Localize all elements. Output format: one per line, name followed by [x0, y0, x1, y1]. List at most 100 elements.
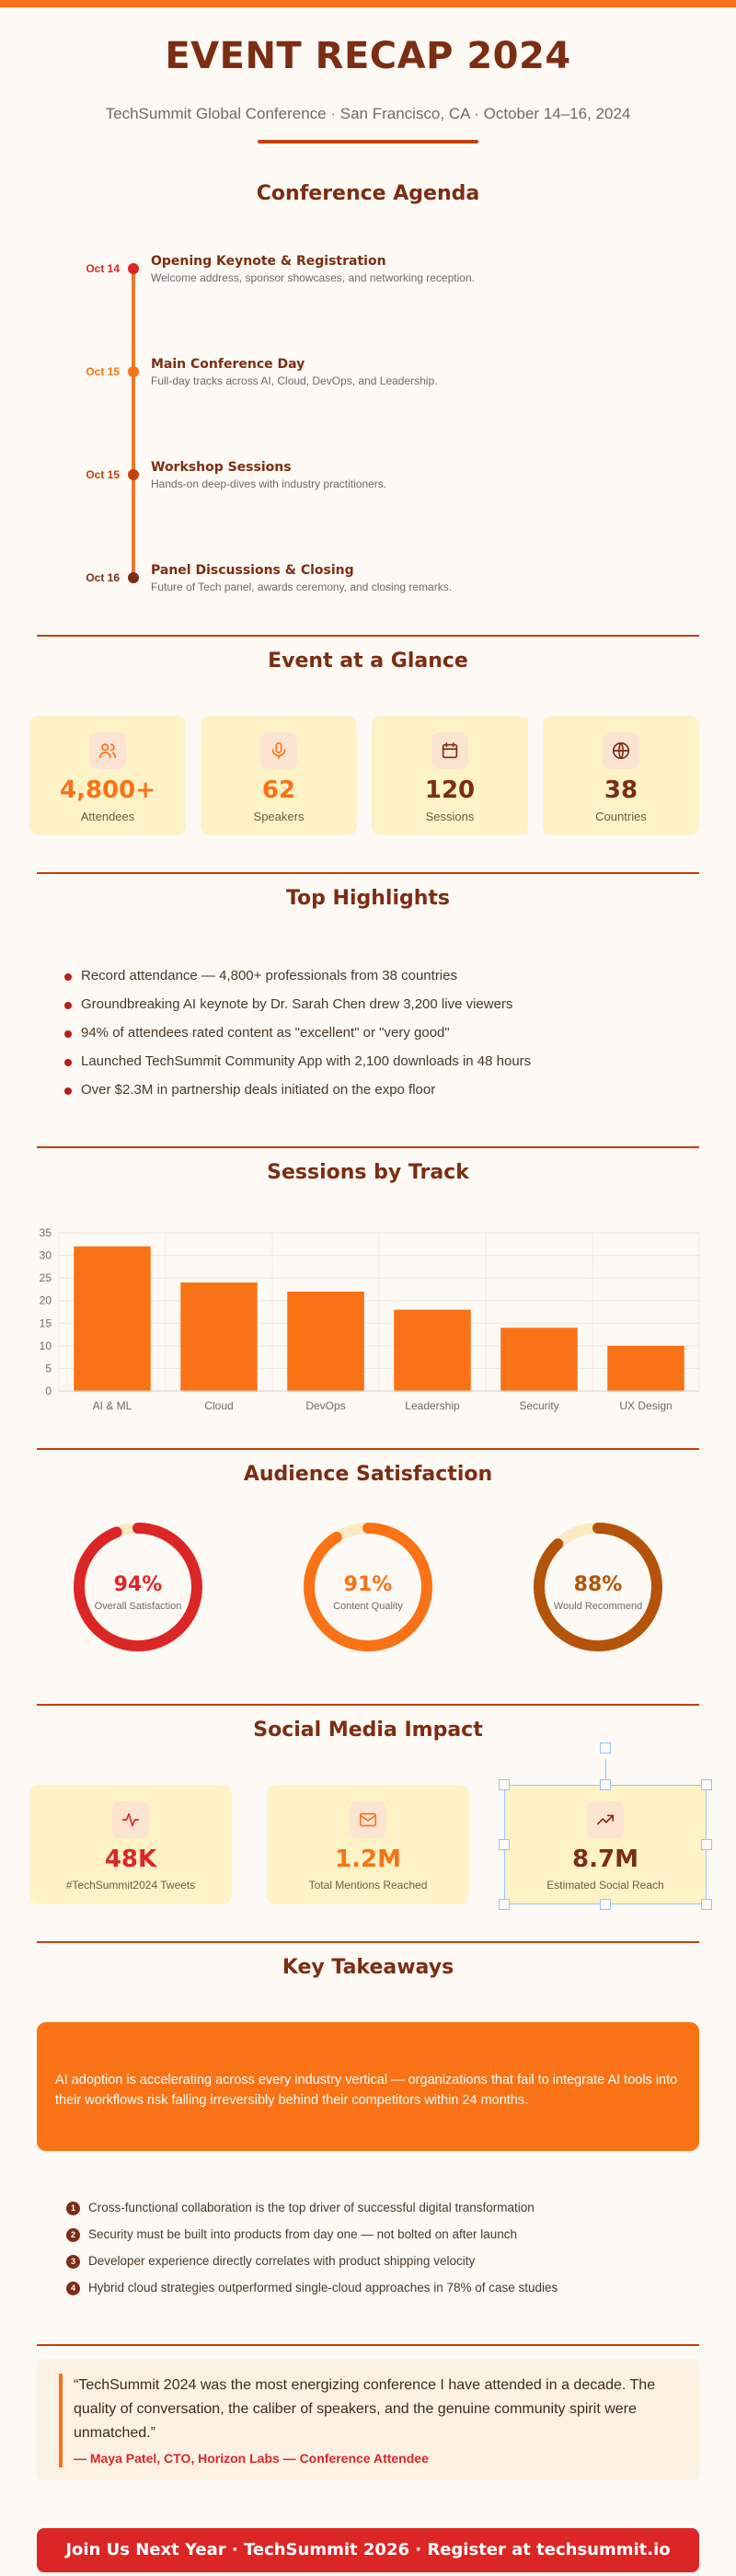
donut-label: Overall Satisfaction: [94, 1601, 182, 1612]
resize-handle-e[interactable]: [701, 1839, 712, 1850]
agenda-date: Oct 15: [86, 468, 120, 481]
takeaways-title: Key Takeaways: [282, 1956, 454, 1979]
social-card: 8.7M Estimated Social Reach: [504, 1785, 707, 1904]
agenda-date: Oct 16: [86, 571, 120, 584]
takeaway-item: Cross-functional collaboration is the to…: [88, 2201, 535, 2214]
testimonial-text: “TechSummit 2024 was the most energizing…: [74, 2377, 656, 2441]
takeaway-number: 3: [66, 2255, 80, 2269]
agenda-title: Conference Agenda: [256, 182, 480, 205]
title-divider: [258, 140, 478, 144]
resize-handle-n[interactable]: [600, 1779, 611, 1790]
stat-label: Sessions: [425, 810, 475, 823]
glance-title: Event at a Glance: [268, 650, 468, 673]
rotate-handle[interactable]: [600, 1742, 611, 1754]
y-tick-label: 20: [40, 1294, 52, 1307]
agenda-item-title: Main Conference Day: [151, 357, 305, 372]
bullet-dot: [64, 1087, 72, 1095]
takeaway-item: Security must be built into products fro…: [88, 2227, 518, 2241]
agenda-item-title: Panel Discussions & Closing: [151, 563, 354, 578]
satisfaction-title: Audience Satisfaction: [243, 1463, 493, 1486]
rotate-handle-line: [605, 1759, 606, 1785]
y-tick-label: 25: [40, 1271, 52, 1284]
selection-box[interactable]: [504, 1785, 707, 1904]
stat-label: Attendees: [80, 810, 135, 823]
stat-label: Speakers: [253, 810, 305, 823]
x-tick-label: AI & ML: [93, 1399, 132, 1412]
bar: [500, 1328, 578, 1391]
takeaway-number: 4: [66, 2282, 80, 2295]
social-label: Estimated Social Reach: [546, 1879, 664, 1892]
section-divider: [37, 872, 699, 874]
agenda-date: Oct 15: [86, 365, 120, 378]
social-label: Total Mentions Reached: [308, 1879, 428, 1892]
donut-percent: 91%: [343, 1573, 393, 1596]
y-tick-label: 35: [40, 1226, 52, 1239]
donut-arc: [534, 1523, 662, 1651]
stat-card: 120 Sessions: [372, 716, 528, 835]
stat-value: 62: [261, 776, 296, 804]
agenda-dot: [128, 469, 139, 480]
bar: [394, 1309, 471, 1391]
page-title: EVENT RECAP 2024: [165, 35, 571, 77]
testimonial-attribution: — Maya Patel, CTO, Horizon Labs — Confer…: [74, 2451, 429, 2466]
section-divider: [37, 2344, 699, 2346]
section-divider: [37, 1448, 699, 1450]
highlight-item: Over $2.3M in partnership deals initiate…: [81, 1082, 436, 1098]
stat-value: 38: [604, 776, 638, 804]
highlight-item: Groundbreaking AI keynote by Dr. Sarah C…: [81, 996, 513, 1012]
donut-ring: [534, 1523, 662, 1651]
section-divider: [37, 1146, 699, 1148]
social-card: 1.2M Total Mentions Reached: [267, 1785, 469, 1904]
agenda-item-title: Workshop Sessions: [151, 460, 292, 475]
globe-icon: [603, 732, 639, 769]
agenda-dot: [128, 263, 139, 274]
testimonial-box: [37, 2359, 699, 2480]
donut-label: Content Quality: [333, 1601, 403, 1612]
users-icon: [89, 732, 126, 769]
stat-card: 62 Speakers: [201, 716, 357, 835]
x-tick-label: DevOps: [305, 1399, 345, 1412]
y-tick-label: 5: [45, 1362, 52, 1374]
y-tick-label: 0: [45, 1385, 52, 1397]
highlight-item: 94% of attendees rated content as "excel…: [81, 1025, 450, 1041]
agenda-item-desc: Hands-on deep-dives with industry practi…: [151, 477, 387, 490]
agenda-dot: [128, 366, 139, 377]
resize-handle-s[interactable]: [600, 1899, 611, 1910]
resize-handle-se[interactable]: [701, 1899, 712, 1910]
page-subtitle: TechSummit Global Conference · San Franc…: [105, 105, 631, 122]
social-value: 48K: [104, 1846, 157, 1873]
bar: [74, 1246, 151, 1391]
agenda-item-title: Opening Keynote & Registration: [151, 254, 386, 269]
takeaway-item: Developer experience directly correlates…: [88, 2254, 476, 2268]
stat-value: 120: [424, 776, 476, 804]
donut-percent: 88%: [573, 1573, 623, 1596]
agenda-item-desc: Full-day tracks across AI, Cloud, DevOps…: [151, 374, 438, 387]
x-tick-label: UX Design: [619, 1399, 672, 1412]
sessions-title: Sessions by Track: [267, 1161, 469, 1184]
resize-handle-w[interactable]: [499, 1839, 510, 1850]
highlights-title: Top Highlights: [285, 887, 451, 910]
stat-card: 38 Countries: [543, 716, 699, 835]
trending-up-icon: [587, 1801, 624, 1838]
donut-percent: 94%: [113, 1573, 163, 1596]
takeaway-number: 1: [66, 2202, 80, 2215]
resize-handle-sw[interactable]: [499, 1899, 510, 1910]
timeline-line: [132, 269, 135, 578]
bullet-dot: [64, 973, 72, 981]
activity-icon: [112, 1801, 149, 1838]
sessions-bar-chart: 0 5 10 15 20 25 30 35 AI & ML Cloud DevOps Leadersh…: [40, 1226, 700, 1412]
agenda-item-desc: Welcome address, sponsor showcases, and …: [151, 271, 475, 284]
donut-arc: [74, 1523, 202, 1651]
section-divider: [37, 635, 699, 637]
social-value: 8.7M: [572, 1846, 638, 1873]
donut-label: Would Recommend: [553, 1601, 643, 1612]
register-cta-button[interactable]: Join Us Next Year · TechSummit 2026 · Re…: [37, 2528, 699, 2572]
resize-handle-ne[interactable]: [701, 1779, 712, 1790]
section-divider: [37, 1704, 699, 1706]
stat-value: 4,800+: [59, 776, 156, 804]
resize-handle-nw[interactable]: [499, 1779, 510, 1790]
bullet-dot: [64, 1030, 72, 1038]
y-tick-label: 30: [40, 1249, 52, 1262]
y-tick-label: 15: [40, 1317, 52, 1329]
calendar-icon: [431, 732, 468, 769]
